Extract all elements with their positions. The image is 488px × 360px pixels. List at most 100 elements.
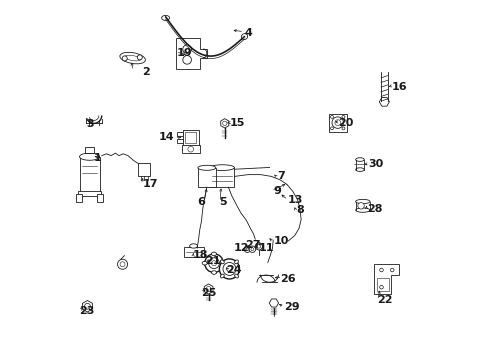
Bar (137, 163, 150, 176)
Circle shape (250, 248, 253, 251)
Circle shape (357, 203, 364, 209)
Text: 9: 9 (273, 186, 281, 196)
Bar (183, 130, 198, 145)
Text: 13: 13 (287, 195, 302, 205)
Bar (80, 157, 100, 193)
Text: 25: 25 (201, 288, 216, 298)
Ellipse shape (202, 261, 207, 265)
Ellipse shape (234, 260, 238, 264)
Ellipse shape (211, 271, 216, 274)
Bar (182, 145, 199, 153)
Ellipse shape (80, 153, 100, 160)
Circle shape (257, 244, 260, 248)
Text: 5: 5 (219, 197, 226, 207)
Bar (76, 194, 82, 202)
Ellipse shape (355, 168, 364, 171)
Circle shape (331, 117, 343, 129)
Text: 30: 30 (367, 159, 383, 169)
Ellipse shape (189, 244, 197, 248)
Ellipse shape (355, 208, 369, 212)
Circle shape (334, 120, 340, 126)
Ellipse shape (221, 261, 225, 265)
Text: 20: 20 (337, 118, 352, 128)
Circle shape (226, 266, 232, 272)
Ellipse shape (124, 55, 140, 61)
Circle shape (389, 268, 393, 272)
Text: 12: 12 (233, 243, 248, 253)
Polygon shape (82, 301, 92, 312)
Text: 18: 18 (192, 250, 207, 260)
Circle shape (379, 285, 383, 289)
Text: 7: 7 (276, 171, 284, 181)
Text: 6: 6 (197, 197, 204, 207)
Text: 26: 26 (280, 274, 295, 284)
Text: 2: 2 (142, 67, 149, 77)
Polygon shape (176, 39, 206, 69)
Text: 16: 16 (391, 82, 407, 92)
Polygon shape (220, 119, 228, 128)
Text: 19: 19 (176, 48, 192, 58)
Circle shape (187, 146, 193, 152)
Bar (85, 147, 94, 153)
Text: 11: 11 (258, 243, 274, 253)
Bar (210, 168, 234, 187)
Text: 24: 24 (226, 265, 242, 275)
Circle shape (255, 243, 262, 250)
Text: 17: 17 (142, 179, 158, 189)
Text: 10: 10 (273, 236, 288, 246)
Bar (183, 247, 203, 257)
Text: 29: 29 (284, 302, 299, 312)
Ellipse shape (234, 274, 238, 278)
Ellipse shape (355, 158, 364, 161)
Ellipse shape (241, 33, 247, 40)
Ellipse shape (120, 52, 145, 64)
Bar (328, 114, 346, 132)
Ellipse shape (220, 274, 224, 278)
Circle shape (222, 121, 226, 126)
Text: 15: 15 (230, 118, 245, 128)
Ellipse shape (220, 260, 224, 264)
Bar (97, 194, 103, 202)
Text: 8: 8 (296, 206, 304, 216)
Ellipse shape (211, 252, 216, 256)
Circle shape (122, 56, 127, 61)
Circle shape (330, 116, 333, 118)
Circle shape (244, 246, 250, 252)
Bar (177, 139, 183, 143)
Bar (177, 132, 183, 136)
Circle shape (245, 248, 248, 251)
Circle shape (183, 55, 191, 64)
Ellipse shape (210, 165, 234, 171)
Circle shape (208, 258, 219, 269)
Text: 23: 23 (80, 306, 95, 316)
Circle shape (219, 259, 239, 279)
Text: 3: 3 (86, 120, 94, 129)
Text: 21: 21 (204, 256, 220, 266)
Polygon shape (204, 284, 213, 294)
Circle shape (341, 127, 344, 130)
Ellipse shape (355, 199, 369, 204)
Circle shape (84, 303, 90, 309)
Text: 4: 4 (244, 28, 252, 38)
Circle shape (183, 45, 191, 53)
Circle shape (330, 127, 333, 130)
Bar (198, 168, 215, 187)
Circle shape (137, 55, 142, 60)
Bar (185, 132, 196, 143)
Text: 28: 28 (366, 204, 382, 214)
Circle shape (341, 116, 344, 118)
Polygon shape (269, 299, 278, 307)
Bar (78, 191, 101, 196)
Text: 27: 27 (244, 239, 260, 249)
Text: 22: 22 (376, 295, 392, 305)
Text: 1: 1 (93, 153, 101, 163)
Bar (376, 278, 388, 291)
Circle shape (117, 259, 127, 269)
Ellipse shape (162, 15, 169, 21)
Circle shape (211, 261, 216, 266)
Ellipse shape (198, 165, 215, 170)
Circle shape (206, 287, 211, 292)
Circle shape (249, 246, 255, 252)
Circle shape (204, 254, 223, 273)
Circle shape (379, 268, 383, 272)
